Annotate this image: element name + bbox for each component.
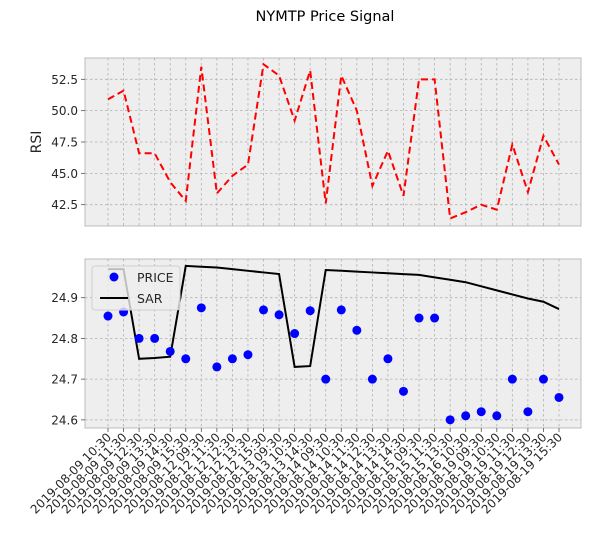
price-point: [227, 354, 237, 364]
y-tick-label: 24.6: [51, 413, 78, 427]
price-point: [336, 305, 346, 315]
price-point: [103, 311, 113, 321]
price-y-ticks: 24.6 24.7 24.8 24.9: [51, 291, 85, 427]
price-point: [461, 411, 471, 421]
rsi-y-axis-label: RSI: [29, 131, 45, 154]
price-point: [259, 305, 269, 315]
rsi-line: [107, 62, 560, 220]
price-point: [134, 333, 144, 343]
price-point: [476, 407, 486, 417]
y-tick-label: 52.5: [51, 73, 78, 87]
price-point: [383, 354, 393, 364]
price-point: [305, 306, 315, 316]
price-axes: 24.6 24.7 24.8 24.9 2019-08-09 10:302019-08…: [28, 258, 582, 517]
price-point: [507, 374, 517, 384]
rsi-plot-area: [84, 57, 582, 227]
sar-line: [108, 264, 560, 368]
y-tick-label: 45.0: [51, 167, 78, 181]
price-point: [554, 392, 564, 402]
price-point: [165, 346, 175, 356]
price-point: [352, 325, 362, 335]
y-tick-label: 24.9: [51, 291, 78, 305]
y-tick-label: 47.5: [51, 136, 78, 150]
price-point: [492, 411, 502, 421]
price-point: [243, 350, 253, 360]
price-grid: [85, 259, 581, 428]
price-point: [150, 333, 160, 343]
legend-marker-price: [109, 272, 119, 282]
price-point: [523, 407, 533, 417]
rsi-series: [107, 62, 560, 220]
price-point: [181, 354, 191, 364]
price-point: [274, 310, 284, 320]
y-tick-label: 50.0: [51, 104, 78, 118]
legend-label-sar: SAR: [137, 291, 163, 306]
price-point: [290, 329, 300, 339]
rsi-axes: 42.5 45.0 47.5 50.0 52.5 RSI: [29, 57, 582, 227]
price-point: [196, 303, 206, 313]
price-point: [414, 313, 424, 323]
rsi-grid: [85, 58, 581, 226]
y-tick-label: 24.7: [51, 373, 78, 387]
price-point: [445, 415, 455, 425]
figure-title: NYMTP Price Signal: [256, 9, 395, 25]
price-point: [321, 374, 331, 384]
y-tick-label: 42.5: [51, 198, 78, 212]
y-tick-label: 24.8: [51, 332, 78, 346]
price-point: [398, 386, 408, 396]
rsi-y-ticks: 42.5 45.0 47.5 50.0 52.5: [51, 73, 85, 212]
price-point: [212, 362, 222, 372]
price-point: [538, 374, 548, 384]
price-legend: PRICE SAR: [91, 265, 181, 311]
legend-label-price: PRICE: [137, 270, 174, 285]
price-point: [367, 374, 377, 384]
price-point: [430, 313, 440, 323]
